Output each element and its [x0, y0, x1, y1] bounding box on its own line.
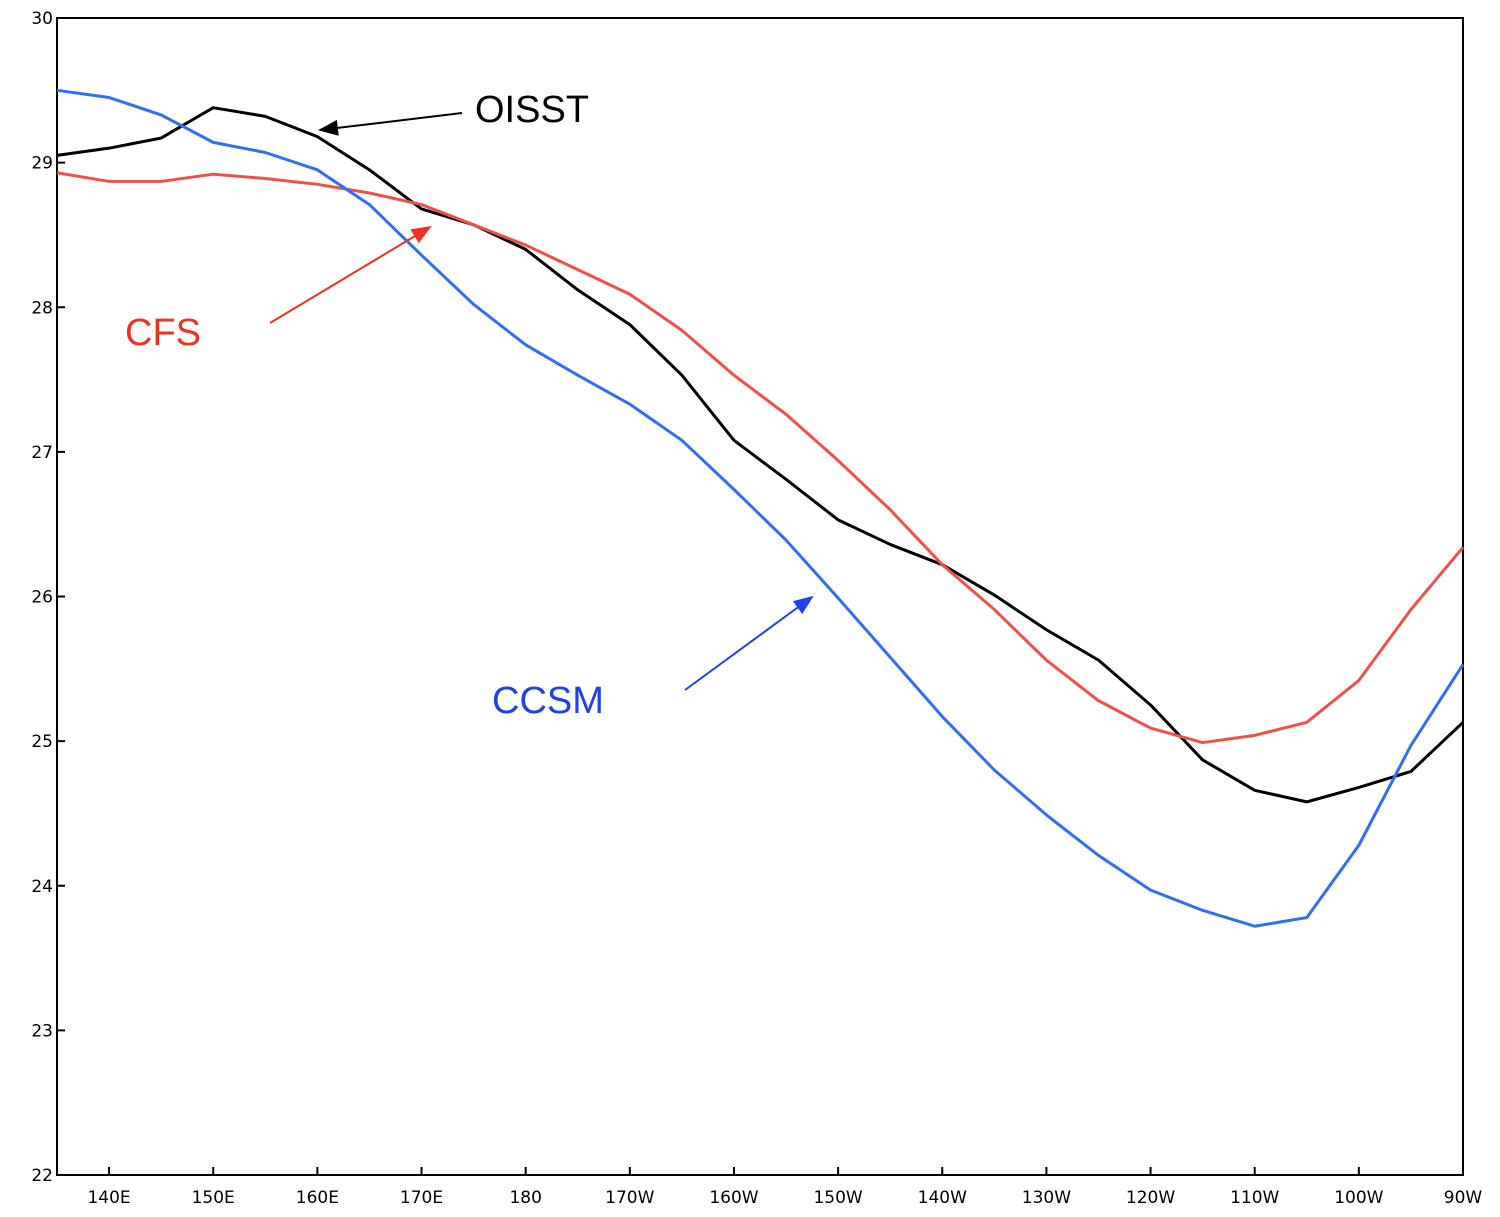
- y-tick-label: 30: [31, 9, 53, 29]
- x-tick-label: 90W: [1444, 1188, 1483, 1208]
- plot-frame: [56, 17, 1464, 1176]
- x-tick-label: 100W: [1334, 1188, 1383, 1208]
- x-tick-label: 150E: [192, 1188, 235, 1208]
- arrow: [684, 595, 814, 691]
- line: [56, 171, 1465, 745]
- x-tick-label: 120W: [1126, 1188, 1175, 1208]
- y-tick-label: 24: [31, 877, 53, 897]
- arrow: [269, 225, 432, 324]
- y-tick-label: 22: [31, 1166, 53, 1186]
- plot: 22 23 24 25 26 27 28 29 30 140E 150E 160E 170E 180 170…: [31, 9, 1482, 1208]
- x-tick-label: 110W: [1230, 1188, 1279, 1208]
- y-tick-label: 28: [31, 298, 53, 318]
- y-tick-label: 26: [31, 588, 53, 608]
- x-tick-label: 150W: [813, 1188, 862, 1208]
- y-tick-label: 29: [31, 154, 53, 174]
- x-tick-label: 160E: [296, 1188, 339, 1208]
- x-tick-label: 180: [509, 1188, 541, 1208]
- y-tick-label: 25: [31, 732, 53, 752]
- y-tick-label: 23: [31, 1021, 53, 1041]
- x-tick-label: 140W: [918, 1188, 967, 1208]
- arrow: [318, 112, 463, 136]
- annotation: CFS: [125, 312, 201, 354]
- x-tick-label: 130W: [1022, 1188, 1071, 1208]
- line: [56, 88, 1465, 928]
- x-tick-label: 160W: [709, 1188, 758, 1208]
- annotation: OISST: [475, 89, 589, 131]
- y-tick-label: 27: [31, 443, 53, 463]
- annotation-arrows: [269, 112, 814, 691]
- line: [56, 106, 1465, 804]
- x-tick-label: 170W: [605, 1188, 654, 1208]
- x-tick-label: 170E: [400, 1188, 443, 1208]
- x-tick-label: 140E: [87, 1188, 130, 1208]
- annotation: CCSM: [492, 680, 604, 722]
